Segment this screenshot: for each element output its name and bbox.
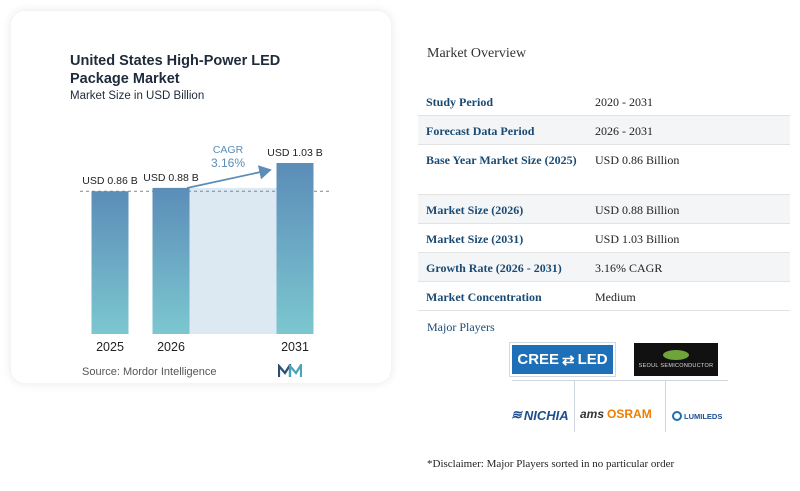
nichia-logo: ≋ NICHIA (511, 404, 573, 426)
data-label-2026: USD 0.88 B (143, 172, 198, 184)
overview-row-label: Forecast Data Period (426, 124, 535, 138)
overview-row-label: Study Period (426, 95, 494, 109)
logo-grid-line (512, 380, 728, 381)
x-tick-2031: 2031 (281, 340, 309, 354)
lumileds-circle-icon (672, 411, 682, 421)
overview-row-value: 2020 - 2031 (595, 95, 653, 109)
overview-row-value: USD 0.86 Billion (595, 153, 680, 167)
overview-row: Forecast Data Period 2026 - 2031 (418, 116, 790, 145)
chart-title: United States High-Power LED Package Mar… (70, 53, 281, 87)
ams-osram-logo: ams OSRAM (580, 404, 660, 424)
x-tick-2025: 2025 (96, 340, 124, 354)
logo-grid-line (574, 380, 575, 432)
overview-row: Growth Rate (2026 - 2031) 3.16% CAGR (418, 253, 790, 282)
osram-logo-text: OSRAM (607, 407, 652, 421)
overview-row-value: USD 1.03 Billion (595, 232, 680, 246)
overview-row-label: Market Concentration (426, 290, 542, 304)
seoul-semiconductor-logo: SEOUL SEMICONDUCTOR (634, 343, 718, 376)
cree-arrows-icon: ⇄ (562, 351, 575, 369)
cree-logo-text: CREE (517, 351, 560, 368)
cree-led-text: LED (577, 351, 608, 368)
overview-row-label: Base Year Market Size (2025) (426, 153, 577, 167)
lumileds-logo: LUMILEDS (672, 408, 732, 424)
mordor-logo-icon (278, 364, 302, 377)
logo-grid-line (665, 380, 666, 432)
overview-row-label: Market Size (2031) (426, 232, 524, 246)
cagr-value: 3.16% (211, 156, 245, 170)
cagr-label: CAGR (213, 144, 244, 156)
cree-led-logo: CREE ⇄ LED (509, 342, 616, 377)
chart-source: Source: Mordor Intelligence (82, 366, 217, 378)
cagr-arrow (186, 165, 272, 189)
x-tick-2026: 2026 (157, 340, 185, 354)
overview-row: Market Concentration Medium (418, 282, 790, 311)
data-label-2025: USD 0.86 B (82, 175, 137, 187)
bar-2031 (276, 163, 314, 334)
cagr-highlight-band (189, 187, 277, 334)
overview-row: Base Year Market Size (2025) USD 0.86 Bil… (418, 145, 790, 195)
overview-table: Study Period 2020 - 2031 Forecast Data Per… (418, 87, 790, 311)
overview-row-label: Growth Rate (2026 - 2031) (426, 261, 562, 275)
bar-2025 (91, 191, 129, 334)
chart-subtitle: Market Size in USD Billion (70, 90, 205, 102)
overview-row: Market Size (2026) USD 0.88 Billion (418, 195, 790, 224)
bar-2026 (152, 187, 190, 334)
overview-row-value: 2026 - 2031 (595, 124, 653, 138)
nichia-wave-icon: ≋ (511, 407, 522, 422)
overview-row-label: Market Size (2026) (426, 203, 524, 217)
overview-row: Market Size (2031) USD 1.03 Billion (418, 224, 790, 253)
overview-row-value: 3.16% CAGR (595, 261, 663, 275)
disclaimer: *Disclaimer: Major Players sorted in no … (427, 458, 675, 470)
overview-row: Study Period 2020 - 2031 (418, 87, 790, 116)
nichia-logo-text: NICHIA (523, 407, 569, 423)
overview-title: Market Overview (427, 46, 527, 61)
lumileds-logo-text: LUMILEDS (684, 411, 723, 421)
bar-chart: USD 0.86 B 2025 USD 0.88 B 2026 USD 1.03 B 20… (80, 144, 330, 354)
overview-row-value: Medium (595, 290, 636, 304)
data-label-2031: USD 1.03 B (267, 147, 322, 159)
players-title: Major Players (427, 320, 495, 334)
seoul-mark-icon (663, 350, 689, 360)
overview-row-value: USD 0.88 Billion (595, 203, 680, 217)
ams-logo-text: ams (580, 407, 605, 421)
seoul-logo-text: SEOUL SEMICONDUCTOR (638, 363, 714, 369)
